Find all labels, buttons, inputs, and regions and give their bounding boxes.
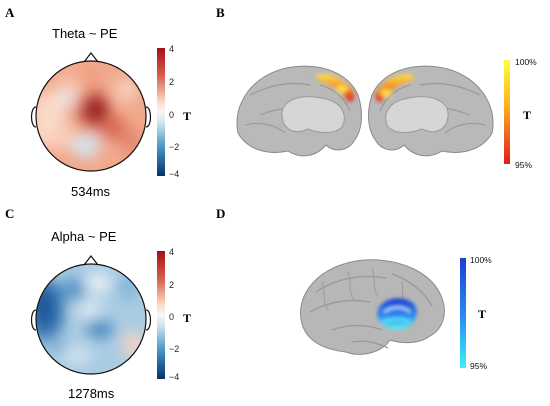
panel-c-tick-4: 4 <box>169 247 175 257</box>
panel-d-letter: D <box>216 206 226 221</box>
panel-a-title: Theta ~ PE <box>52 26 118 41</box>
lateral-brain-surface <box>300 259 445 355</box>
panel-c-tick-2: 2 <box>169 280 175 290</box>
panel-c-colorbar <box>157 251 165 379</box>
panel-b-colorbar-label: T <box>523 108 532 122</box>
panel-d-top-label: 100% <box>470 255 492 265</box>
panel-d-colorbar <box>460 258 466 368</box>
right-hemisphere <box>368 65 494 157</box>
panel-c-colorbar-label: T <box>183 311 192 325</box>
panel-b-bottom-label: 95% <box>515 160 533 170</box>
panel-c-tick-neg2: −2 <box>169 344 180 354</box>
panel-a-colorbar-label: T <box>183 109 192 123</box>
panel-b-colorbar <box>504 60 510 164</box>
panel-a-tick-neg2: −2 <box>169 142 180 152</box>
activation-cluster <box>377 298 417 331</box>
nose-shape <box>83 52 99 63</box>
panel-a-time: 534ms <box>71 184 111 199</box>
left-ear <box>30 106 37 128</box>
head-outline <box>35 263 147 375</box>
right-ear <box>145 309 152 331</box>
medial-brain-surfaces <box>236 65 494 157</box>
panel-c-time: 1278ms <box>68 386 115 401</box>
alpha-topoplot <box>30 255 152 375</box>
panel-b-top-label: 100% <box>515 57 537 67</box>
panel-c-tick-neg4: −4 <box>169 372 180 382</box>
panel-a-tick-neg4: −4 <box>169 169 180 179</box>
panel-a-tick-0: 0 <box>169 110 175 120</box>
panel-c-tick-0: 0 <box>169 312 175 322</box>
left-hemisphere <box>236 65 362 157</box>
panel-d-colorbar-label: T <box>478 307 487 321</box>
panel-a-tick-4: 4 <box>169 44 175 54</box>
nose-shape <box>83 255 99 266</box>
panel-c-title: Alpha ~ PE <box>51 229 117 244</box>
panel-c-letter: C <box>5 206 15 221</box>
left-ear <box>30 309 37 331</box>
panel-a-tick-2: 2 <box>169 77 175 87</box>
right-ear <box>145 106 152 128</box>
theta-topoplot <box>30 52 152 172</box>
panel-d-bottom-label: 95% <box>470 361 488 371</box>
head-outline <box>35 60 147 172</box>
panel-b-letter: B <box>216 5 225 20</box>
panel-a-letter: A <box>5 5 15 20</box>
panel-a-colorbar <box>157 48 165 176</box>
brain-hemisphere <box>300 259 445 355</box>
